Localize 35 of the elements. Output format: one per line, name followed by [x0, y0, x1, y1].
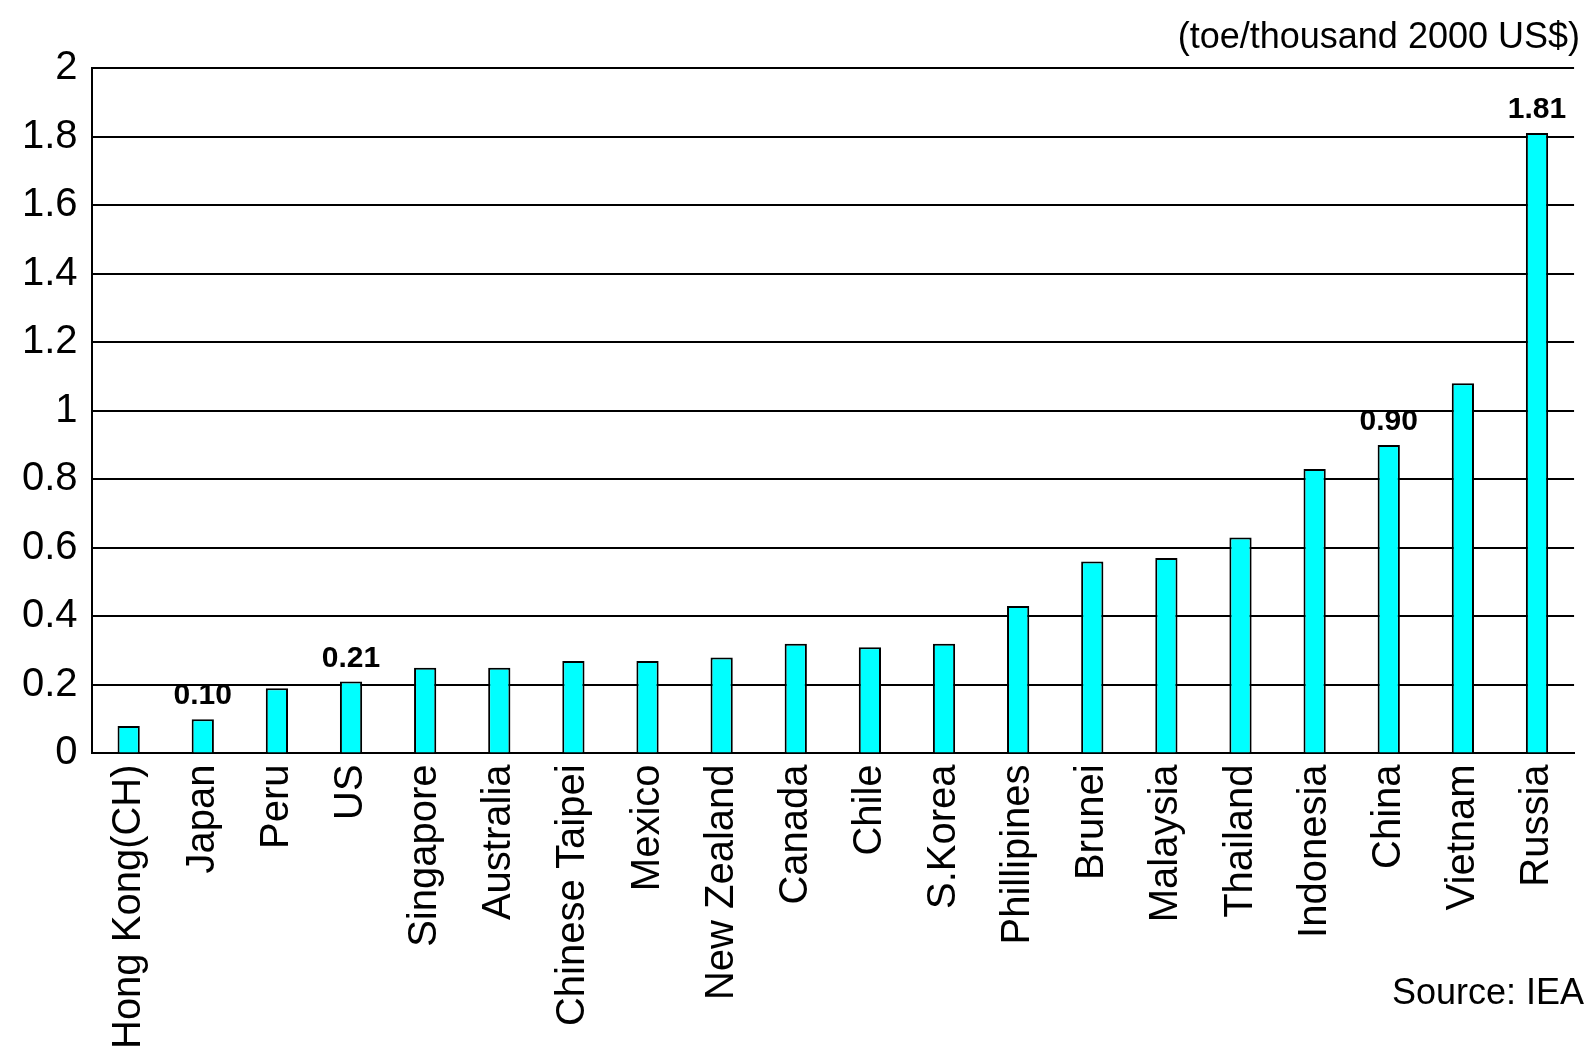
x-tick-label: Chinese Taipei: [548, 764, 593, 1027]
source-note: Source: IEA: [1391, 970, 1584, 1012]
y-tick-label: 1.8: [22, 111, 78, 156]
y-tick-label: 0.2: [22, 659, 78, 704]
x-tick-label: Malaysia: [1141, 763, 1186, 923]
x-tick-label: China: [1363, 763, 1408, 869]
x-tick-label: S.Korea: [919, 763, 964, 909]
y-axis-title: (toe/thousand 2000 US$): [1177, 14, 1580, 56]
x-tick-label: Hong Kong(CH): [103, 764, 148, 1050]
x-tick-label: Brunei: [1067, 764, 1112, 881]
x-tick-label: Singapore: [400, 764, 445, 947]
y-tick-label: 0.8: [22, 454, 78, 499]
x-tick-label: Peru: [251, 764, 296, 849]
x-tick-label: US: [326, 764, 371, 821]
x-tick-label: Chile: [844, 764, 889, 856]
x-tick-label: Canada: [770, 763, 815, 905]
x-tick-label: Vietnam: [1437, 764, 1482, 911]
y-tick-label: 0: [55, 728, 78, 773]
x-tick-label: Mexico: [622, 764, 667, 892]
y-tick-label: 1.4: [22, 248, 78, 293]
y-tick-label: 1.6: [22, 180, 78, 225]
y-tick-label: 1: [55, 385, 78, 430]
data-label: 1.81: [1507, 91, 1567, 125]
y-tick-label: 0.4: [22, 591, 78, 636]
y-tick-label: 0.6: [22, 522, 78, 567]
y-tick-label: 1.2: [22, 317, 78, 362]
x-tick-label: Indonesia: [1289, 763, 1334, 938]
y-tick-label: 2: [55, 43, 78, 88]
x-tick-label: New Zealand: [696, 764, 741, 1001]
x-tick-label: Thailand: [1215, 764, 1260, 918]
x-tick-label: Phillipines: [993, 764, 1038, 945]
x-tick-label: Japan: [177, 764, 222, 874]
data-label: 0.21: [321, 639, 381, 673]
x-tick-label: Australia: [474, 763, 519, 921]
x-tick-label: Russia: [1512, 763, 1557, 887]
